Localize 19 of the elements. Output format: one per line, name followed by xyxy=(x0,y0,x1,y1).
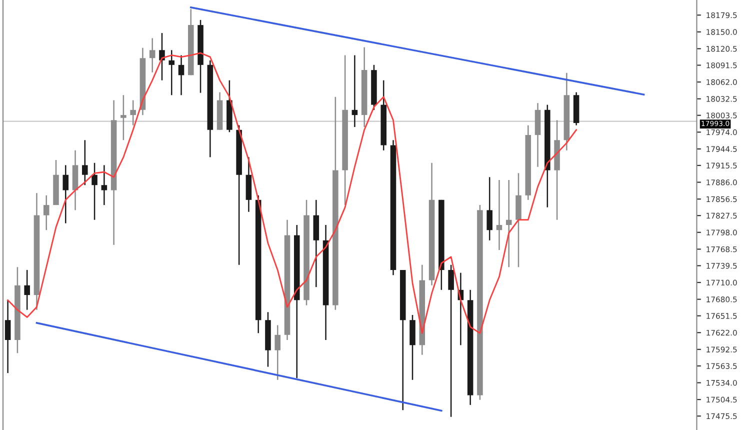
candlestick xyxy=(149,38,156,73)
candlestick xyxy=(274,324,280,381)
candlestick xyxy=(448,264,454,418)
candlestick xyxy=(120,94,126,141)
candlestick xyxy=(24,269,30,310)
candlestick xyxy=(92,162,98,220)
candlestick xyxy=(486,176,492,241)
candlestick xyxy=(130,100,136,126)
candlestick xyxy=(352,54,358,128)
candlestick xyxy=(101,164,108,206)
candlestick xyxy=(62,164,69,224)
candlestick xyxy=(43,194,50,231)
candlestick xyxy=(159,32,165,81)
candlestick xyxy=(496,179,502,251)
candlestick xyxy=(178,54,184,96)
candlestick xyxy=(82,139,88,186)
candlestick xyxy=(4,300,11,374)
candlestick xyxy=(168,49,175,96)
candlestick xyxy=(506,179,512,268)
